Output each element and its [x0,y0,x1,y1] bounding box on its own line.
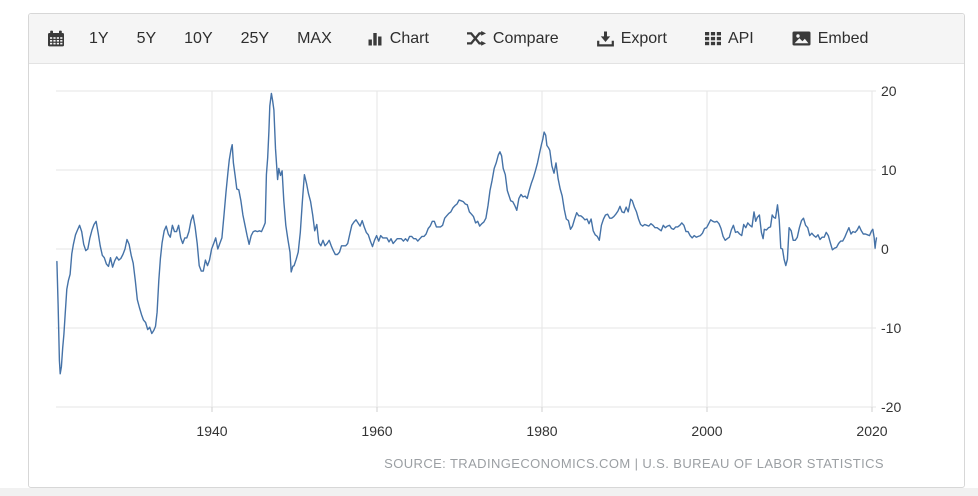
chart-plot-area[interactable]: 20 10 0 -10 -20 1940 1960 1980 2000 2020 SOURCE:… [29,64,964,486]
y-axis-tick-label: 10 [881,162,897,178]
chart-type-button[interactable]: Chart [354,14,443,64]
line-chart [56,90,878,412]
y-axis-tick-label: -20 [881,399,902,415]
grid-icon [704,32,721,46]
compare-button[interactable]: Compare [453,14,573,64]
range-button-25y[interactable]: 25Y [227,14,283,64]
range-button-10y[interactable]: 10Y [170,14,226,64]
shuffle-icon [466,31,486,46]
export-label: Export [620,29,667,47]
range-button-5y[interactable]: 5Y [123,14,171,64]
range-button-max[interactable]: MAX [283,14,346,64]
y-axis-tick-label: 20 [881,83,897,99]
compare-label: Compare [492,29,559,47]
y-axis-tick-label: 0 [881,241,889,257]
x-axis-tick-label: 1960 [361,423,393,439]
chart-type-label: Chart [389,29,429,47]
x-axis-tick-label: 2000 [691,423,723,439]
bar-chart-icon [368,33,382,46]
chart-card: 1Y 5Y 10Y 25Y MAX Chart [28,13,965,488]
x-axis-tick-label: 2020 [856,423,888,439]
calendar-icon [48,30,64,47]
page-bottom-strip [0,488,978,496]
embed-button[interactable]: Embed [778,14,883,64]
x-axis-tick-label: 1980 [526,423,558,439]
y-axis-tick-label: -10 [881,320,902,336]
api-label: API [727,29,754,47]
calendar-button[interactable] [35,14,75,64]
export-button[interactable]: Export [583,14,681,64]
range-button-1y[interactable]: 1Y [75,14,123,64]
x-axis-tick-label: 1940 [196,423,228,439]
download-icon [596,31,614,46]
embed-label: Embed [817,29,869,47]
image-icon [792,31,811,46]
chart-toolbar: 1Y 5Y 10Y 25Y MAX Chart [29,14,964,64]
source-attribution: SOURCE: TRADINGECONOMICS.COM | U.S. BURE… [384,456,884,471]
api-button[interactable]: API [691,14,768,64]
